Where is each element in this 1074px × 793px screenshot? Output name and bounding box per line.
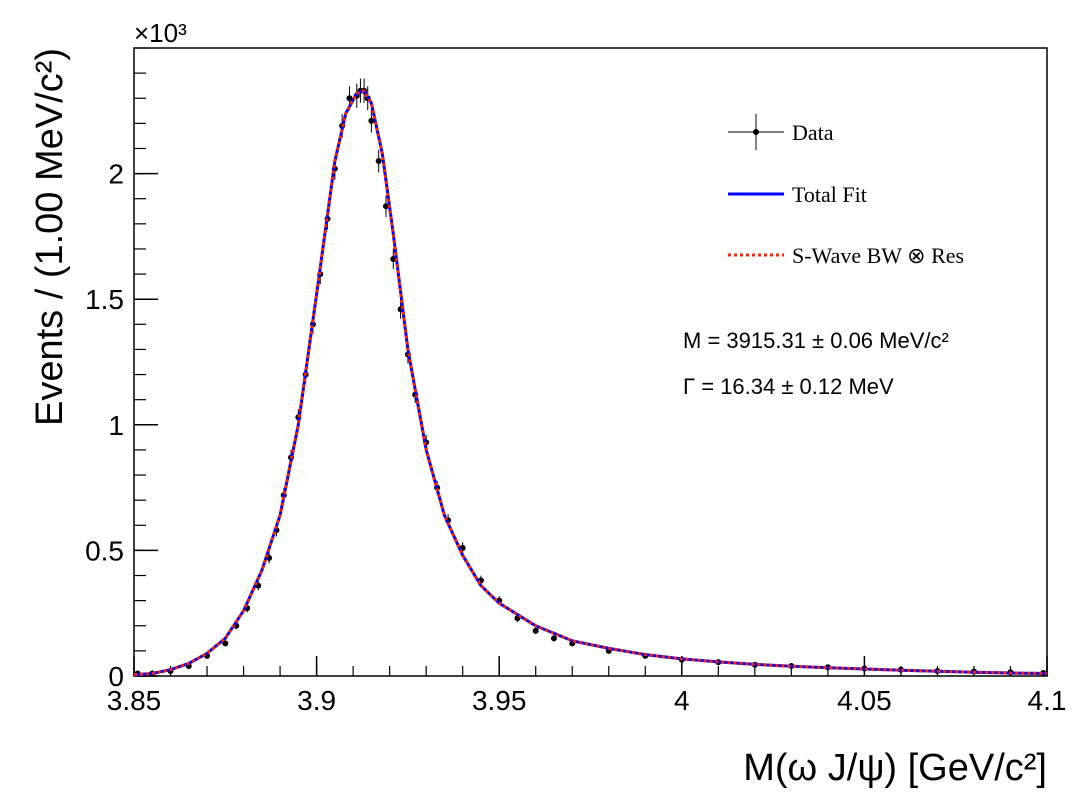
x-axis-title: M(ω J/ψ) [GeV/c²] bbox=[743, 747, 1047, 789]
plot-frame bbox=[133, 47, 1048, 677]
annotation-width: Γ = 16.34 ± 0.12 MeV bbox=[683, 374, 894, 399]
data-point bbox=[382, 203, 389, 210]
y-axis-title: Events / (1.00 MeV/c²) bbox=[29, 48, 71, 426]
x-tick-label: 4.05 bbox=[837, 685, 892, 716]
data-point bbox=[368, 117, 375, 124]
x-axis: 3.85 3.9 3.95 4 4.05 4.1 bbox=[107, 656, 1067, 716]
y-multiplier: ×10³ bbox=[134, 18, 187, 48]
y-tick-label: 1.5 bbox=[85, 284, 124, 315]
x-tick-label: 3.9 bbox=[297, 685, 336, 716]
legend-label: Total Fit bbox=[792, 182, 867, 207]
legend-label: Data bbox=[792, 120, 834, 145]
legend-marker-dot bbox=[753, 129, 759, 135]
x-tick-label: 4 bbox=[674, 685, 690, 716]
data-point bbox=[550, 635, 557, 642]
x-tick-label: 3.95 bbox=[472, 685, 527, 716]
x-tick-label: 3.85 bbox=[107, 685, 162, 716]
annotation-mass: M = 3915.31 ± 0.06 MeV/c² bbox=[683, 328, 949, 353]
y-tick-label: 0.5 bbox=[85, 535, 124, 566]
y-tick-label: 1 bbox=[108, 410, 124, 441]
data-point bbox=[375, 158, 382, 165]
y-tick-label: 2 bbox=[108, 159, 124, 190]
dotted-fit-line bbox=[133, 89, 1048, 677]
legend-label: S-Wave BW ⊗ Res bbox=[792, 243, 964, 268]
series-layer bbox=[133, 78, 1048, 677]
data-point bbox=[532, 627, 539, 634]
y-tick-label: 0 bbox=[108, 661, 124, 692]
x-tick-label: 4.1 bbox=[1028, 685, 1067, 716]
data-point bbox=[346, 95, 353, 102]
y-axis: 0 0.5 1 1.5 2 bbox=[85, 47, 158, 692]
total-fit-line bbox=[133, 89, 1048, 677]
data-point bbox=[222, 640, 229, 647]
legend: Data Total Fit S-Wave BW ⊗ Res bbox=[728, 114, 964, 268]
